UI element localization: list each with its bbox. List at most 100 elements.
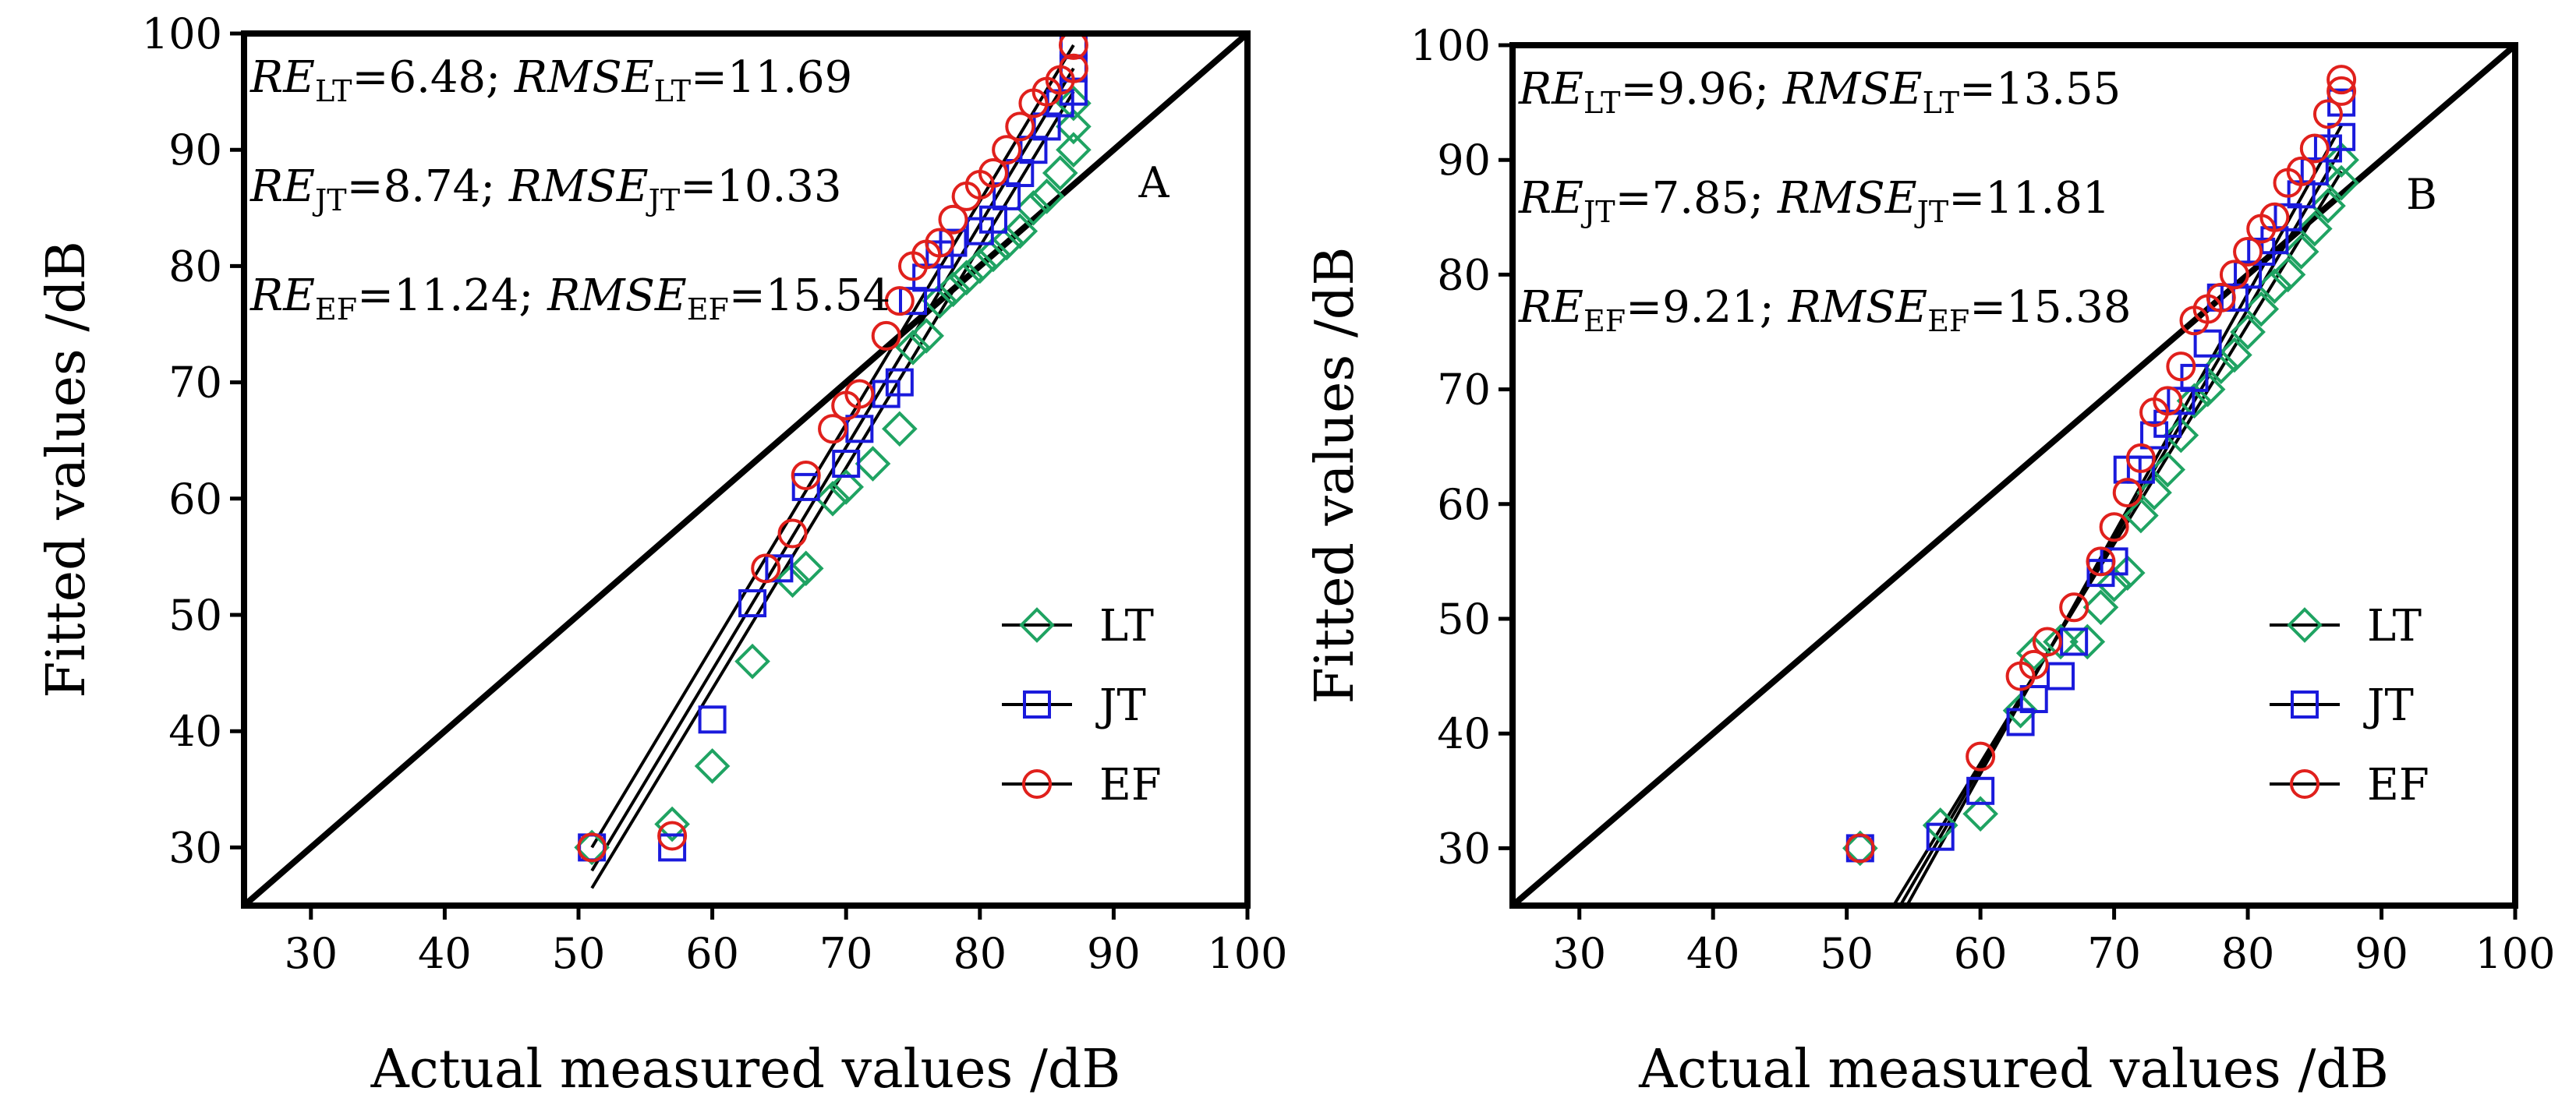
data-point-jt (2060, 627, 2089, 656)
data-point-ef (1966, 741, 1996, 772)
data-point-ef (871, 320, 901, 351)
y-axis-title: Fitted values /dB (1304, 247, 1366, 705)
data-point-lt (961, 248, 998, 284)
data-point-jt (765, 554, 794, 583)
data-point-ef (751, 553, 781, 584)
data-point-ef (2059, 592, 2089, 623)
data-point-jt (1926, 822, 1955, 851)
data-point-ef (2086, 546, 2116, 577)
data-point-lt (975, 236, 1011, 273)
metric-subscript: EF (687, 292, 729, 327)
legend-marker-lt (2287, 607, 2323, 643)
metric-re-value: =11.24; (357, 270, 547, 321)
legend-label-jt: JT (1095, 680, 1146, 731)
x-tick-label: 90 (1087, 929, 1141, 978)
y-tick-label: 100 (142, 9, 222, 58)
metric-subscript: LT (1923, 86, 1959, 120)
data-point-lt (2043, 623, 2079, 660)
data-point-lt (1922, 807, 1959, 843)
legend-marker-ef (2290, 769, 2319, 799)
metric-rmse-label: RMSE (1777, 173, 1917, 224)
metric-subscript: EF (1583, 304, 1626, 338)
data-point-lt (654, 806, 690, 842)
series-ef (1845, 65, 2357, 864)
y-tick-label: 50 (168, 591, 222, 640)
metric-re-value: =9.21; (1626, 282, 1788, 333)
data-point-ef (844, 379, 875, 409)
data-point-ef (777, 518, 808, 549)
data-point-jt (2100, 547, 2128, 576)
data-point-lt (895, 330, 931, 366)
data-point-lt (989, 224, 1024, 261)
x-tick-label: 60 (685, 929, 739, 978)
metric-subscript: JT (646, 183, 681, 217)
data-point-ef (2166, 351, 2196, 382)
metric-line: RELT=6.48; RMSELT=11.69 (249, 52, 852, 108)
x-tick-label: 40 (418, 929, 472, 978)
data-point-jt (2193, 329, 2222, 358)
legend: LT JT EF (2270, 601, 2429, 811)
metric-rmse-label: RMSE (1782, 64, 1923, 115)
metric-rmse-value: =11.69 (691, 52, 852, 103)
data-point-ef (2259, 202, 2290, 232)
metric-re-label: RE (1518, 282, 1583, 333)
y-tick-label: 80 (1437, 250, 1491, 299)
data-point-lt (1056, 108, 1092, 145)
reference-line (244, 34, 1247, 906)
metric-subscript: LT (654, 74, 691, 108)
data-point-jt (791, 472, 820, 501)
y-tick-label: 30 (168, 823, 222, 872)
metric-rmse-label: RMSE (514, 52, 654, 103)
data-point-ef (2327, 76, 2357, 106)
data-point-lt (1842, 830, 1878, 867)
data-point-lt (2015, 635, 2052, 671)
y-tick-label: 30 (1437, 824, 1491, 873)
metric-rmse-label: RMSE (547, 270, 687, 321)
chart-panel-b: 30 40 50 60 70 80 90 100 30 40 50 60 70 80 90 100 Actual… (1304, 21, 2556, 1100)
data-point-lt (922, 283, 958, 319)
data-point-lt (774, 562, 811, 599)
data-point-lt (1002, 213, 1039, 249)
data-point-jt (658, 833, 687, 862)
data-point-ef (2032, 627, 2062, 657)
data-point-jt (939, 228, 968, 257)
series-lt (574, 85, 1092, 866)
data-point-jt (2019, 685, 2048, 714)
metric-subscript: LT (1583, 86, 1620, 120)
data-point-lt (2163, 417, 2199, 454)
data-point-ef (925, 228, 955, 258)
x-tick-label: 90 (2355, 929, 2408, 978)
data-point-lt (2270, 256, 2306, 293)
x-tick-label: 70 (819, 929, 873, 978)
data-point-ef (2312, 99, 2343, 129)
data-point-jt (885, 368, 914, 397)
data-point-lt (2109, 555, 2146, 591)
x-tick-label: 80 (953, 929, 1007, 978)
data-point-lt (1028, 178, 1065, 214)
legend-label-jt: JT (2363, 680, 2414, 731)
metric-line: RELT=9.96; RMSELT=13.55 (1518, 64, 2121, 120)
data-point-lt (2230, 314, 2266, 350)
data-point-ef (2112, 478, 2143, 508)
x-tick-label: 60 (1954, 929, 2008, 978)
x-tick-label: 50 (552, 929, 606, 978)
y-tick-label: 40 (1437, 709, 1491, 758)
x-tick-label: 50 (1820, 929, 1874, 978)
y-axis-title: Fitted values /dB (36, 241, 97, 698)
x-tick-label: 100 (2475, 929, 2555, 978)
data-point-lt (2203, 348, 2239, 384)
data-point-ef (2206, 282, 2236, 313)
data-point-lt (1015, 189, 1052, 226)
legend-label-lt: LT (1099, 601, 1154, 652)
metric-subscript: EF (1927, 304, 1969, 338)
panel-label: A (1138, 158, 1170, 207)
metric-subscript: JT (1580, 195, 1615, 229)
data-point-ef (2125, 443, 2156, 473)
metric-rmse-value: =10.33 (680, 161, 841, 212)
metric-re-label: RE (1518, 173, 1583, 224)
data-point-lt (828, 469, 865, 505)
metric-re-value: =7.85; (1615, 173, 1778, 224)
data-point-ef (818, 414, 848, 444)
data-point-lt (2283, 234, 2319, 270)
